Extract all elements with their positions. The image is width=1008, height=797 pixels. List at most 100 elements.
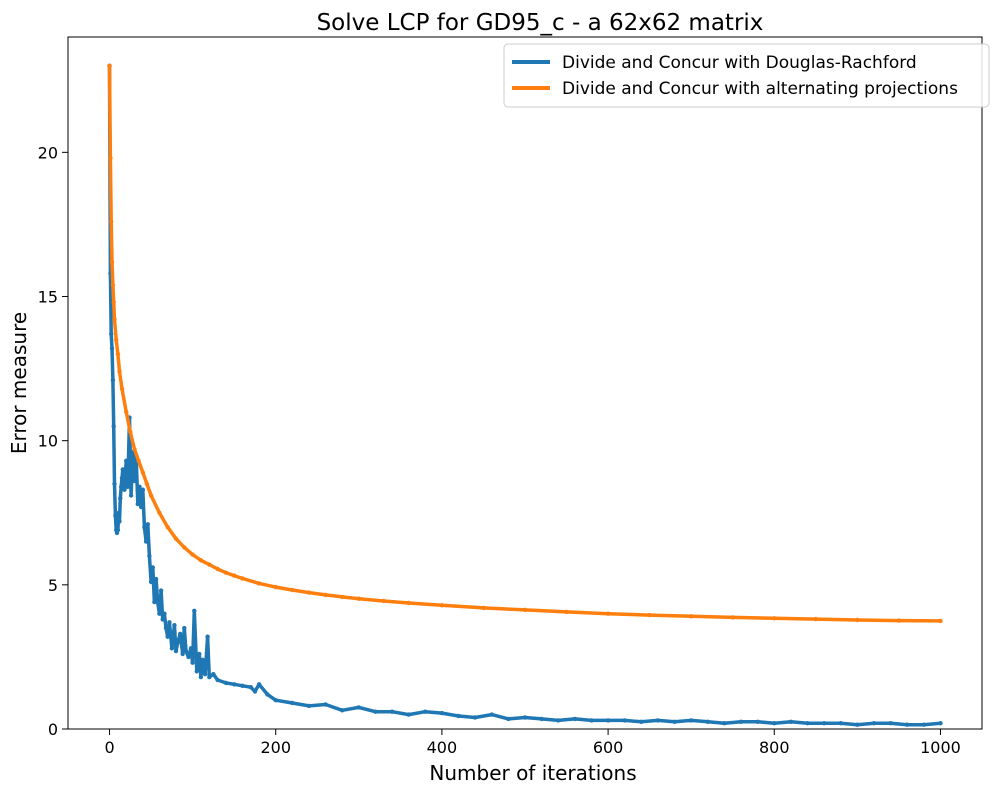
data-point-alternating-projections: [198, 558, 204, 563]
data-point-alternating-projections: [115, 352, 121, 357]
data-point-douglas-rachford: [672, 719, 677, 724]
data-point-alternating-projections: [173, 536, 179, 541]
data-point-alternating-projections: [144, 481, 150, 487]
data-point-douglas-rachford: [122, 487, 127, 492]
data-point-douglas-rachford: [118, 496, 123, 501]
x-tick-label: 0: [104, 738, 114, 757]
data-point-alternating-projections: [140, 470, 145, 475]
data-point-douglas-rachford: [589, 718, 594, 723]
data-point-alternating-projections: [157, 510, 162, 515]
data-point-douglas-rachford: [169, 646, 175, 651]
data-point-douglas-rachford: [182, 625, 187, 631]
data-point-alternating-projections: [381, 598, 386, 604]
data-point-douglas-rachford: [821, 721, 827, 726]
data-point-alternating-projections: [772, 616, 777, 621]
axes-frame: [67, 36, 983, 730]
y-tick-label: 0: [48, 720, 58, 739]
data-point-douglas-rachford: [148, 579, 154, 585]
data-point-douglas-rachford: [120, 467, 126, 472]
data-point-douglas-rachford: [323, 702, 328, 707]
data-point-douglas-rachford: [152, 599, 157, 605]
data-point-douglas-rachford: [905, 722, 910, 727]
data-point-alternating-projections: [148, 493, 154, 498]
data-point-douglas-rachford: [705, 719, 710, 724]
axis-ticks: 0 200 400 600 800 1000 0 5 10 15 20: [38, 143, 961, 757]
data-point-alternating-projections: [564, 609, 569, 615]
data-point-douglas-rachford: [124, 458, 129, 463]
data-point-douglas-rachford: [197, 651, 202, 657]
data-point-douglas-rachford: [163, 625, 169, 631]
data-point-alternating-projections: [896, 618, 902, 623]
data-point-douglas-rachford: [135, 501, 140, 507]
data-point-douglas-rachford: [373, 709, 378, 714]
data-point-douglas-rachford: [273, 698, 278, 703]
data-point-douglas-rachford: [112, 481, 117, 487]
data-point-douglas-rachford: [190, 660, 195, 665]
data-point-douglas-rachford: [871, 721, 877, 726]
data-point-douglas-rachford: [180, 651, 185, 657]
data-point-douglas-rachford: [157, 611, 162, 616]
y-axis-label: Error measure: [7, 312, 31, 454]
data-point-douglas-rachford: [186, 654, 191, 660]
data-point-douglas-rachford: [605, 718, 611, 723]
y-tick-label: 5: [48, 576, 58, 595]
data-point-douglas-rachford: [109, 346, 115, 351]
data-point-douglas-rachford: [200, 657, 205, 662]
data-point-douglas-rachford: [153, 576, 159, 582]
data-point-alternating-projections: [813, 616, 818, 622]
data-point-alternating-projections: [110, 282, 116, 288]
data-point-douglas-rachford: [539, 716, 544, 722]
data-point-alternating-projections: [256, 581, 262, 586]
data-point-douglas-rachford: [207, 674, 212, 680]
x-tick-label: 1000: [920, 738, 961, 757]
data-point-douglas-rachford: [132, 478, 137, 484]
data-point-douglas-rachford: [165, 634, 170, 639]
data-point-douglas-rachford: [788, 719, 794, 724]
data-point-douglas-rachford: [522, 715, 528, 720]
data-point-douglas-rachford: [506, 716, 511, 722]
data-point-douglas-rachford: [439, 710, 445, 716]
data-point-douglas-rachford: [167, 620, 172, 625]
legend-label-douglas-rachford: Divide and Concur with Douglas-Rachford: [562, 53, 917, 73]
data-point-douglas-rachford: [111, 424, 116, 429]
data-point-douglas-rachford: [240, 683, 245, 688]
data-point-douglas-rachford: [655, 718, 661, 723]
data-point-douglas-rachford: [125, 484, 130, 489]
data-point-alternating-projections: [114, 337, 119, 342]
data-point-douglas-rachford: [556, 718, 561, 723]
data-point-alternating-projections: [109, 219, 114, 224]
data-point-alternating-projections: [290, 587, 295, 593]
data-point-alternating-projections: [207, 562, 212, 567]
data-point-douglas-rachford: [389, 709, 395, 714]
data-point-douglas-rachford: [194, 669, 199, 674]
data-point-douglas-rachford: [855, 722, 860, 727]
data-point-douglas-rachford: [423, 709, 428, 714]
data-point-douglas-rachford: [137, 484, 142, 489]
data-point-douglas-rachford: [128, 493, 134, 498]
data-point-douglas-rachford: [888, 721, 893, 726]
data-point-douglas-rachford: [113, 513, 118, 518]
data-point-douglas-rachford: [162, 611, 167, 616]
data-point-alternating-projections: [165, 525, 170, 530]
x-tick-label: 200: [260, 738, 291, 757]
data-point-douglas-rachford: [938, 721, 943, 726]
data-point-douglas-rachford: [145, 522, 150, 527]
data-point-alternating-projections: [605, 611, 611, 616]
data-point-alternating-projections: [938, 618, 943, 624]
data-point-douglas-rachford: [116, 510, 121, 515]
data-point-alternating-projections: [215, 566, 220, 572]
data-point-alternating-projections: [190, 552, 195, 557]
data-point-alternating-projections: [136, 458, 141, 463]
data-point-alternating-projections: [273, 584, 278, 590]
data-point-douglas-rachford: [198, 674, 204, 680]
data-point-douglas-rachford: [838, 721, 843, 726]
data-point-douglas-rachford: [572, 716, 578, 722]
data-point-douglas-rachford: [173, 648, 179, 654]
data-point-douglas-rachford: [147, 553, 152, 559]
data-point-alternating-projections: [340, 594, 345, 600]
data-point-douglas-rachford: [205, 634, 210, 639]
data-point-alternating-projections: [109, 259, 115, 265]
data-point-douglas-rachford: [192, 608, 197, 613]
data-point-alternating-projections: [406, 600, 411, 606]
